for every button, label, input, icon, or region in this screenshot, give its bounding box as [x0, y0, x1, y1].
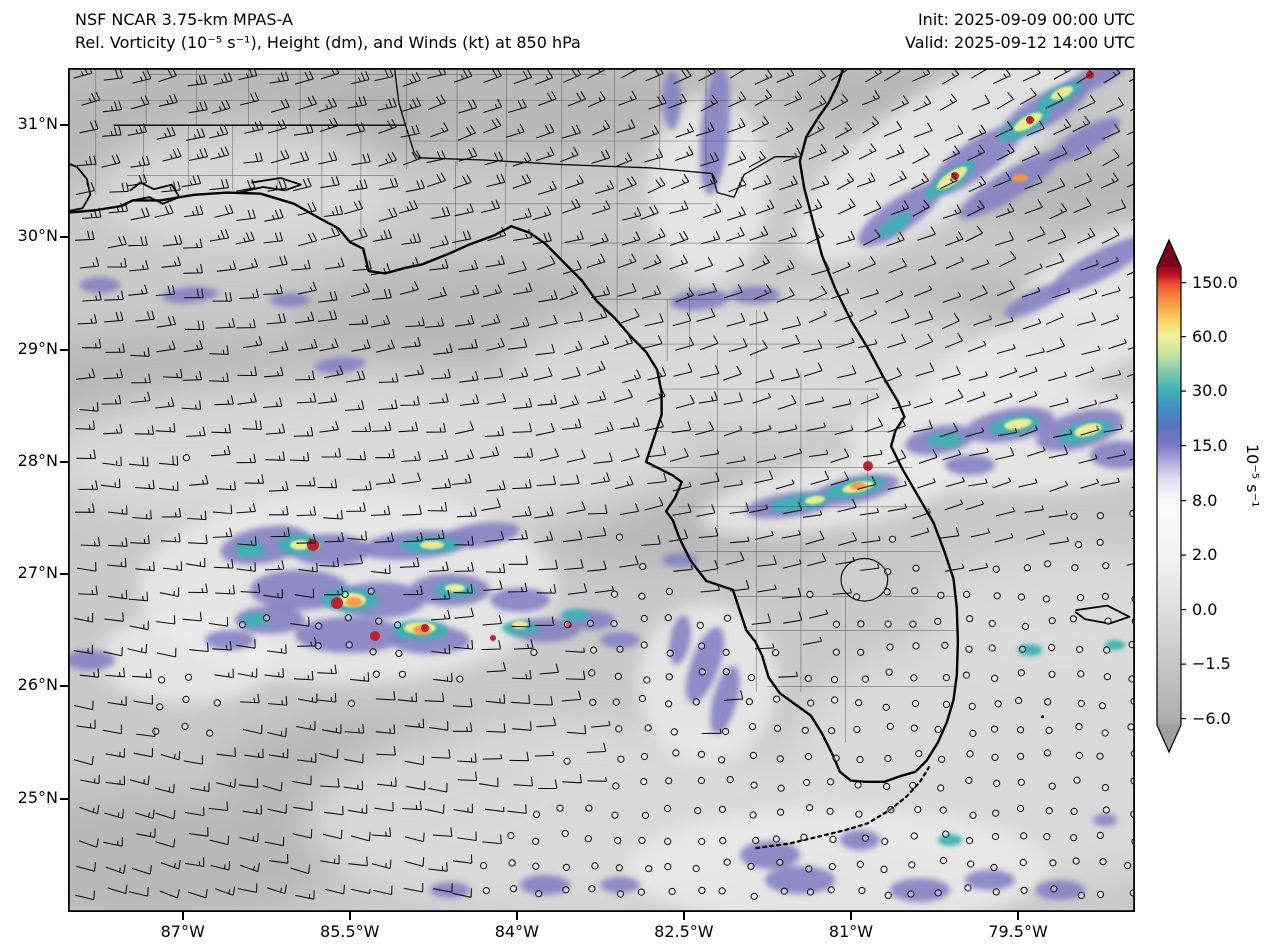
lat-tick-label: 28°N: [17, 450, 58, 470]
lon-tick-label: 85.5°W: [320, 922, 380, 941]
lon-tick-label: 81°W: [828, 922, 874, 941]
header-left: NSF NCAR 3.75-km MPAS-A Rel. Vorticity (…: [75, 8, 581, 54]
lon-tick-label: 79.5°W: [988, 922, 1048, 941]
lat-tick-label: 26°N: [17, 675, 58, 695]
colorbar-unit-label: 10⁻⁵ s⁻¹: [1243, 444, 1262, 508]
colorbar-tick-label: 15.0: [1192, 435, 1228, 455]
lat-tick-label: 25°N: [17, 787, 58, 807]
lon-tick-mark: [181, 912, 184, 920]
lon-tick-mark: [348, 912, 351, 920]
lat-tick-mark: [60, 124, 68, 127]
lon-tick-label: 82.5°W: [654, 922, 714, 941]
lon-tick-mark: [515, 912, 518, 920]
lat-tick-label: 27°N: [17, 563, 58, 583]
lon-tick-label: 87°W: [160, 922, 205, 941]
map-plot: [68, 68, 1135, 912]
colorbar-tick-label: 30.0: [1192, 381, 1228, 401]
colorbar-tick-label: 0.0: [1192, 599, 1218, 619]
lat-tick-mark: [60, 573, 68, 576]
init-time-label: Init: 2025-09-09 00:00 UTC: [917, 10, 1135, 29]
colorbar-tick-label: 60.0: [1192, 326, 1228, 346]
colorbar-tick-label: 150.0: [1192, 272, 1238, 292]
field-title: Rel. Vorticity (10⁻⁵ s⁻¹), Height (dm), …: [75, 33, 581, 52]
lat-tick-mark: [60, 236, 68, 239]
lat-tick-mark: [60, 460, 68, 463]
lon-tick-label: 84°W: [494, 922, 539, 941]
valid-time-label: Valid: 2025-09-12 14:00 UTC: [904, 33, 1135, 52]
lat-tick-mark: [60, 797, 68, 800]
lat-tick-mark: [60, 348, 68, 351]
header-right: Init: 2025-09-09 00:00 UTC Valid: 2025-0…: [905, 8, 1135, 54]
lon-tick-mark: [682, 912, 685, 920]
model-title: NSF NCAR 3.75-km MPAS-A: [75, 10, 293, 29]
lat-tick-label: 31°N: [17, 114, 58, 134]
lat-tick-mark: [60, 685, 68, 688]
colorbar-tick-label: −6.0: [1192, 708, 1231, 728]
lon-tick-mark: [849, 912, 852, 920]
lat-tick-label: 30°N: [17, 226, 58, 246]
colorbar-tick-label: −1.5: [1192, 654, 1231, 674]
colorbar-tick-label: 8.0: [1192, 490, 1218, 510]
colorbar: [1156, 238, 1186, 754]
lon-tick-mark: [1017, 912, 1020, 920]
lat-tick-label: 29°N: [17, 338, 58, 358]
colorbar-tick-label: 2.0: [1192, 545, 1218, 565]
